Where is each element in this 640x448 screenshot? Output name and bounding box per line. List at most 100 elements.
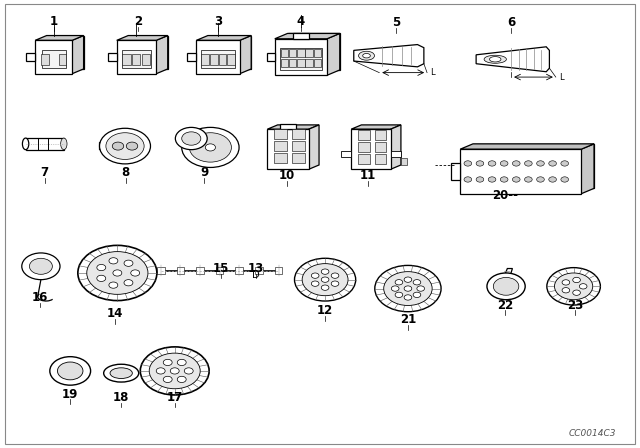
Circle shape — [404, 295, 412, 300]
Ellipse shape — [61, 138, 67, 150]
Circle shape — [562, 280, 570, 285]
Circle shape — [525, 177, 532, 182]
Circle shape — [513, 161, 520, 166]
Circle shape — [112, 142, 124, 150]
Circle shape — [182, 127, 239, 168]
Polygon shape — [327, 34, 340, 75]
Circle shape — [156, 368, 165, 374]
Bar — [341, 151, 351, 157]
Bar — [292, 141, 305, 151]
Circle shape — [163, 376, 172, 383]
Circle shape — [106, 133, 144, 159]
Circle shape — [177, 376, 186, 383]
Circle shape — [50, 357, 91, 385]
Circle shape — [87, 252, 148, 294]
Ellipse shape — [110, 368, 132, 379]
Bar — [274, 141, 287, 151]
Polygon shape — [287, 34, 340, 70]
Circle shape — [302, 263, 348, 296]
Circle shape — [561, 177, 568, 182]
Text: 6: 6 — [507, 16, 515, 29]
Text: 13: 13 — [248, 262, 264, 275]
Bar — [451, 163, 460, 181]
Circle shape — [384, 271, 432, 306]
Bar — [116, 40, 156, 74]
Text: 9: 9 — [200, 166, 208, 179]
Bar — [42, 50, 66, 68]
Ellipse shape — [484, 55, 506, 63]
Bar — [391, 151, 401, 157]
Text: 17: 17 — [166, 391, 183, 404]
Polygon shape — [581, 144, 594, 194]
Bar — [297, 49, 305, 57]
Bar — [280, 48, 322, 70]
Polygon shape — [72, 35, 84, 74]
Polygon shape — [156, 35, 168, 74]
Circle shape — [175, 127, 207, 150]
Circle shape — [413, 292, 420, 297]
Polygon shape — [116, 35, 168, 40]
Circle shape — [395, 292, 403, 297]
Polygon shape — [501, 268, 513, 284]
Circle shape — [487, 273, 525, 300]
Text: 22: 22 — [497, 298, 513, 311]
Bar — [460, 149, 581, 194]
Circle shape — [573, 277, 580, 283]
Circle shape — [413, 280, 420, 285]
Bar — [314, 59, 321, 67]
Circle shape — [294, 258, 356, 301]
Circle shape — [464, 177, 472, 182]
Circle shape — [177, 359, 186, 366]
Polygon shape — [199, 138, 211, 152]
Ellipse shape — [22, 138, 29, 150]
Text: 12: 12 — [317, 304, 333, 317]
Circle shape — [22, 253, 60, 280]
Bar — [292, 153, 305, 163]
Bar — [122, 54, 131, 65]
Bar — [358, 154, 370, 164]
Text: CC0014C3: CC0014C3 — [569, 429, 616, 438]
Circle shape — [58, 362, 83, 380]
Bar — [177, 267, 184, 274]
Polygon shape — [47, 35, 84, 69]
Bar — [375, 130, 387, 140]
Circle shape — [537, 177, 544, 182]
Ellipse shape — [490, 56, 501, 62]
Circle shape — [124, 280, 133, 286]
Polygon shape — [267, 52, 275, 61]
Text: 15: 15 — [213, 262, 229, 275]
Polygon shape — [26, 52, 35, 61]
Bar — [41, 54, 49, 65]
Circle shape — [573, 290, 580, 295]
Polygon shape — [354, 44, 424, 67]
Bar — [201, 54, 209, 65]
Text: 5: 5 — [392, 16, 401, 29]
Circle shape — [321, 285, 329, 290]
Bar — [216, 267, 223, 274]
Circle shape — [113, 270, 122, 276]
Bar — [255, 267, 263, 274]
Bar — [227, 54, 235, 65]
Circle shape — [149, 353, 200, 389]
Bar — [351, 129, 391, 169]
Text: 21: 21 — [400, 313, 416, 326]
Polygon shape — [240, 35, 251, 74]
Polygon shape — [391, 125, 401, 169]
Bar — [210, 54, 218, 65]
Circle shape — [124, 260, 133, 267]
Text: 20--: 20-- — [492, 189, 518, 202]
Bar — [280, 49, 288, 57]
Circle shape — [554, 273, 593, 300]
Bar — [280, 124, 296, 129]
Circle shape — [548, 161, 556, 166]
Circle shape — [500, 177, 508, 182]
Bar — [275, 39, 327, 75]
Bar — [293, 33, 308, 39]
Polygon shape — [122, 128, 128, 133]
Bar — [122, 50, 150, 68]
Bar — [375, 142, 387, 152]
Circle shape — [488, 161, 496, 166]
Bar — [274, 153, 287, 163]
Circle shape — [78, 246, 157, 301]
Bar — [157, 267, 164, 274]
